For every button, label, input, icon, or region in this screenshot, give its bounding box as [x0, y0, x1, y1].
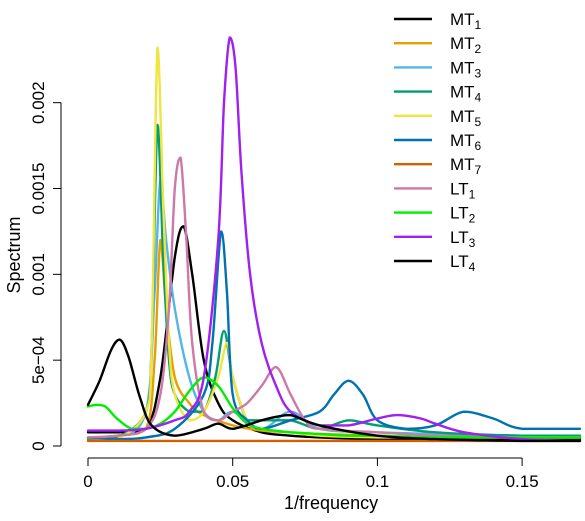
series-line-mt2: [88, 240, 580, 437]
x-tick-label: 0.15: [506, 472, 539, 491]
y-tick-label: 0.001: [29, 253, 48, 296]
legend-label: MT3: [450, 58, 482, 80]
x-tick-label: 0: [83, 472, 92, 491]
y-tick-label: 0: [29, 441, 48, 450]
y-tick-label: 0.0015: [29, 163, 48, 215]
legend-label: LT2: [450, 204, 476, 226]
legend-label: MT2: [450, 34, 482, 56]
y-axis-label: Spectrum: [4, 216, 24, 293]
series-layer: [88, 37, 580, 441]
legend-label: MT6: [450, 131, 482, 153]
legend-label: MT7: [450, 155, 482, 177]
x-tick-label: 0.1: [366, 472, 390, 491]
y-tick-label: 0.002: [29, 81, 48, 124]
legend-label: LT4: [450, 252, 476, 274]
legend-label: LT1: [450, 179, 476, 201]
legend-label: LT3: [450, 228, 476, 250]
legend-label: MT4: [450, 83, 482, 105]
x-tick-label: 0.05: [216, 472, 249, 491]
x-axis-label: 1/frequency: [284, 493, 378, 513]
legend-label: MT1: [450, 10, 482, 32]
legend-label: MT5: [450, 107, 482, 129]
y-tick-label: 5e−04: [29, 336, 48, 384]
